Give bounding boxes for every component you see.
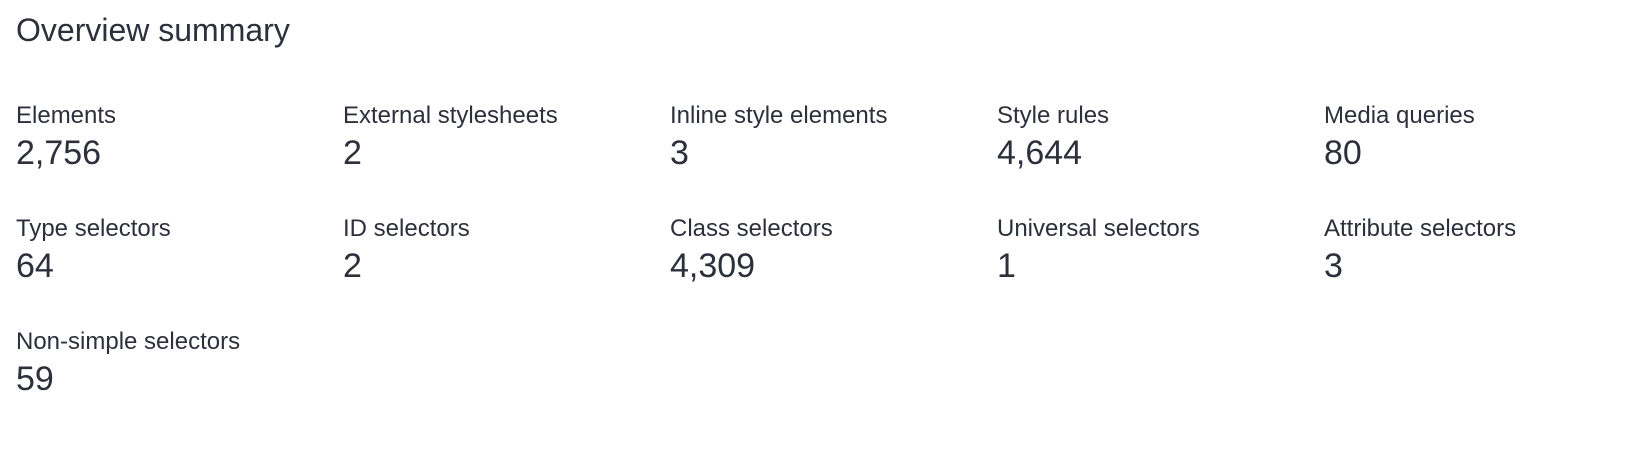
- stat-value: 1: [997, 247, 1016, 285]
- stat-value: 2: [343, 134, 362, 172]
- stat-label: External stylesheets: [343, 102, 558, 129]
- stat-elements: Elements 2,756: [16, 102, 343, 215]
- stat-type-selectors: Type selectors 64: [16, 215, 343, 328]
- stat-value: 3: [670, 134, 689, 172]
- stat-attribute-selectors: Attribute selectors 3: [1324, 215, 1644, 328]
- page-title: Overview summary: [16, 12, 290, 48]
- stat-label: Class selectors: [670, 215, 833, 242]
- stat-label: ID selectors: [343, 215, 470, 242]
- stat-id-selectors: ID selectors 2: [343, 215, 670, 328]
- stat-class-selectors: Class selectors 4,309: [670, 215, 997, 328]
- stat-label: Type selectors: [16, 215, 171, 242]
- overview-stats-grid: Elements 2,756 External stylesheets 2 In…: [16, 102, 1644, 441]
- stat-label: Style rules: [997, 102, 1110, 129]
- stat-value: 64: [16, 247, 54, 285]
- stat-style-rules: Style rules 4,644: [997, 102, 1324, 215]
- stat-label: Attribute selectors: [1324, 215, 1517, 242]
- stat-label: Media queries: [1324, 102, 1475, 129]
- stat-inline-style-elements: Inline style elements 3: [670, 102, 997, 215]
- stat-value: 59: [16, 360, 54, 398]
- stat-value: 2: [343, 247, 362, 285]
- stat-media-queries: Media queries 80: [1324, 102, 1644, 215]
- stat-label: Inline style elements: [670, 102, 888, 129]
- stat-label: Universal selectors: [997, 215, 1200, 242]
- stat-external-stylesheets: External stylesheets 2: [343, 102, 670, 215]
- stat-non-simple-selectors: Non-simple selectors 59: [16, 328, 343, 441]
- stat-value: 4,644: [997, 134, 1083, 172]
- stat-value: 3: [1324, 247, 1343, 285]
- stat-value: 80: [1324, 134, 1362, 172]
- stat-universal-selectors: Universal selectors 1: [997, 215, 1324, 328]
- stat-value: 4,309: [670, 247, 756, 285]
- stat-label: Elements: [16, 102, 117, 129]
- stat-label: Non-simple selectors: [16, 328, 241, 355]
- stat-value: 2,756: [16, 134, 102, 172]
